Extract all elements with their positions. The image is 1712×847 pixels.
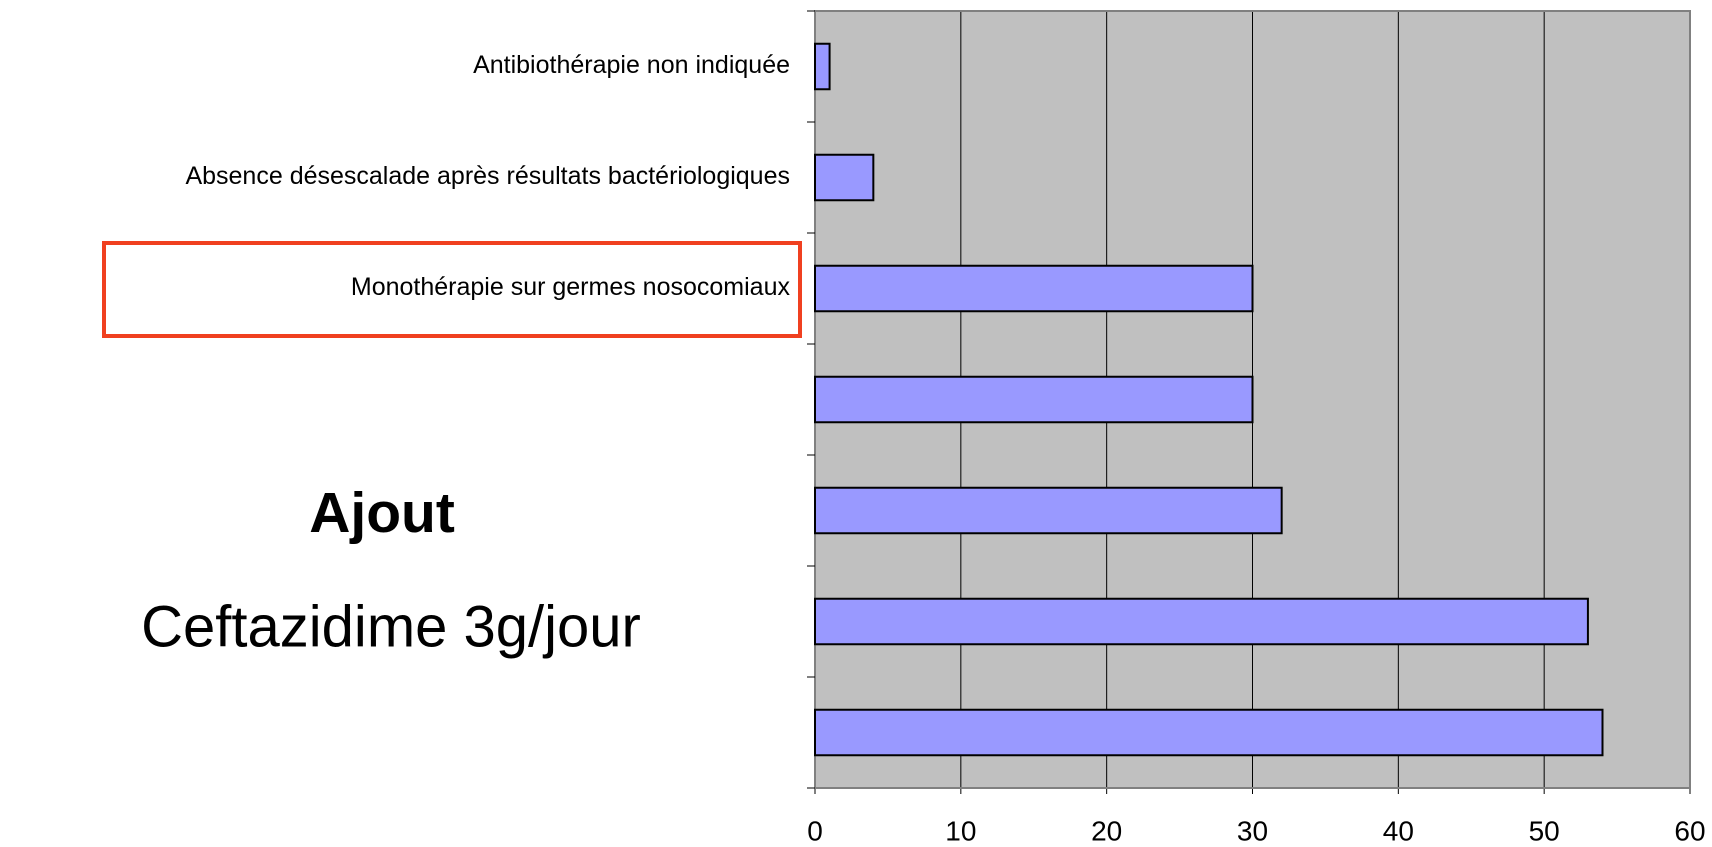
x-tick-label: 0 [807,815,823,846]
x-tick-label: 30 [1237,815,1268,846]
x-tick-label: 50 [1529,815,1560,846]
x-tick-label: 10 [945,815,976,846]
x-tick-label: 20 [1091,815,1122,846]
y-tick-label: Antibiothérapie non indiquée [473,51,790,79]
bar [814,42,831,91]
y-tick-label: Monothérapie sur germes nosocomiaux [351,273,791,301]
bar [814,597,1589,646]
x-tick-label: 40 [1383,815,1414,846]
annotation: Ajout [309,481,455,545]
bar [814,153,875,202]
x-tick-label: 60 [1674,815,1705,846]
y-tick-label: Absence désescalade après résultats bact… [185,162,790,190]
bar [814,375,1254,424]
annotation: Ceftazidime 3g/jour [141,594,641,659]
highlight-box [102,241,802,338]
bar [814,264,1254,313]
bar [814,708,1604,757]
bar [814,486,1283,535]
